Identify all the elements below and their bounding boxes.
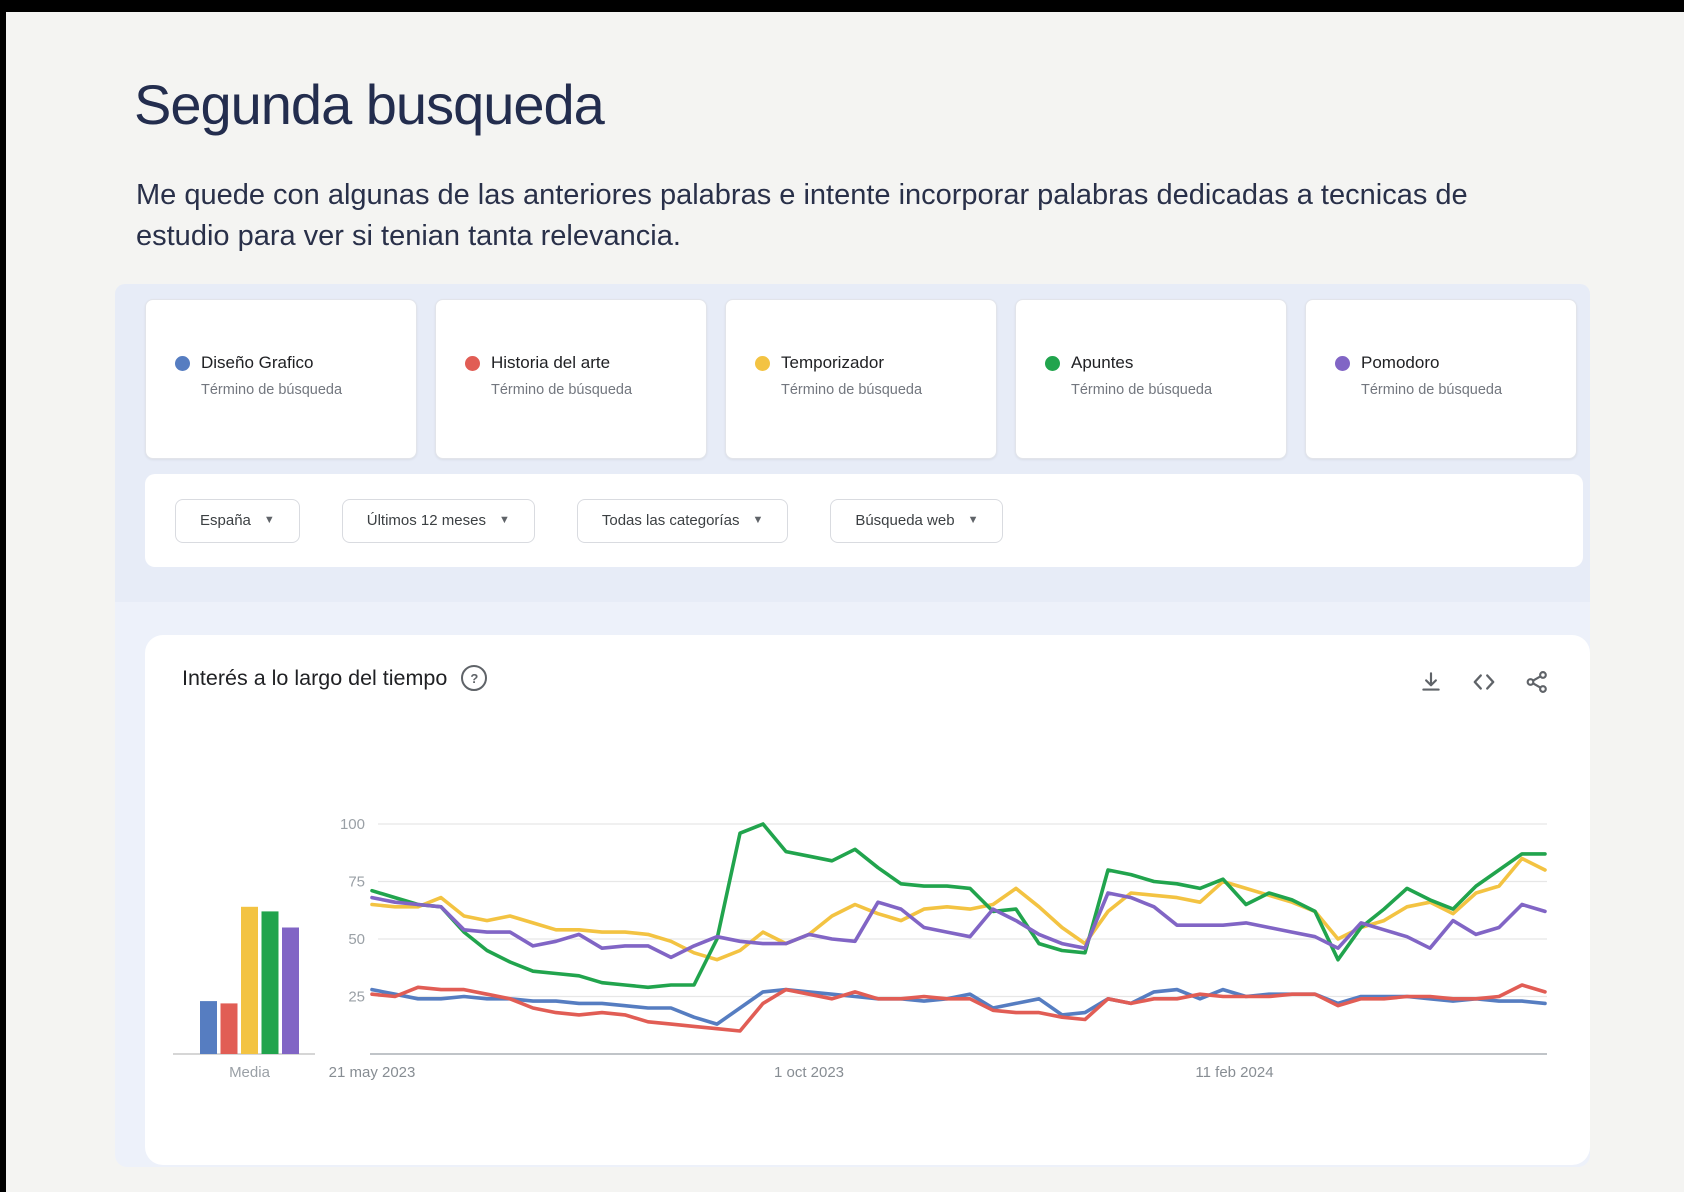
series-line-0 [370, 987, 1547, 1026]
term-label: Diseño Grafico [201, 353, 314, 372]
embed-code-icon[interactable] [1471, 669, 1497, 695]
page-subtitle: Me quede con algunas de las anteriores p… [136, 179, 1468, 253]
share-icon[interactable] [1524, 669, 1550, 695]
term-sublabel: Término de búsqueda [491, 382, 633, 398]
term-sublabel: Término de búsqueda [201, 382, 343, 398]
filter-chip-label: Todas las categorías [601, 512, 740, 529]
interest-over-time-chart: 25 50 75 100 Media 21 may 2023 1 oct 2023 11 fe… [173, 816, 1547, 1081]
term-line: Pomodoro [1335, 353, 1439, 373]
search-term-cards: Diseño Grafico Término de búsqueda Histori… [145, 299, 1577, 459]
term-label: Temporizador [781, 353, 884, 372]
filter-chip-label: España [200, 512, 251, 529]
filter-chip-2[interactable]: Todas las categorías ▼ [576, 498, 789, 543]
filter-chip-3[interactable]: Búsqueda web ▼ [830, 498, 1004, 543]
term-card-3[interactable]: Apuntes Término de búsqueda [1015, 299, 1287, 459]
chart-title: Interés a lo largo del tiempo [182, 665, 448, 690]
filter-chip-1[interactable]: Últimos 12 meses ▼ [341, 498, 535, 543]
y-tick-label: 100 [340, 816, 365, 833]
chevron-down-icon: ▼ [263, 514, 275, 526]
x-tick-label: 1 oct 2023 [774, 1064, 844, 1081]
term-line: Diseño Grafico [175, 353, 313, 373]
media-bar-4 [282, 927, 299, 1054]
chevron-down-icon: ▼ [752, 514, 764, 526]
series-line-1 [370, 983, 1547, 1033]
series-color-dot-icon [755, 355, 770, 371]
filter-chip-label: Últimos 12 meses [366, 512, 486, 529]
series-line-4 [370, 891, 1547, 960]
chart-toolbar [1418, 669, 1550, 695]
page-title: Segunda busqueda [134, 73, 605, 136]
filter-chip-label: Búsqueda web [855, 512, 955, 529]
y-tick-label: 50 [348, 931, 365, 948]
term-sublabel: Término de búsqueda [1071, 382, 1213, 398]
filter-chip-0[interactable]: España ▼ [175, 498, 300, 543]
term-card-2[interactable]: Temporizador Término de búsqueda [725, 299, 997, 459]
term-card-1[interactable]: Historia del arte Término de búsqueda [435, 299, 707, 459]
chart-header: Interés a lo largo del tiempo ? [182, 665, 488, 691]
series-color-dot-icon [465, 355, 480, 371]
term-line: Temporizador [755, 353, 884, 373]
term-sublabel: Término de búsqueda [1361, 382, 1503, 398]
series-color-dot-icon [175, 355, 190, 371]
media-bar-1 [220, 1003, 238, 1054]
y-tick-label: 25 [348, 989, 365, 1006]
download-icon[interactable] [1418, 669, 1444, 695]
term-line: Historia del arte [465, 353, 610, 373]
series-line-3 [370, 822, 1547, 990]
media-bar-0 [200, 1001, 217, 1054]
term-card-4[interactable]: Pomodoro Término de búsqueda [1305, 299, 1577, 459]
series-color-dot-icon [1045, 355, 1060, 371]
term-card-0[interactable]: Diseño Grafico Término de búsqueda [145, 299, 417, 459]
x-tick-label: 11 feb 2024 [1195, 1064, 1273, 1081]
media-label: Media [229, 1064, 271, 1081]
y-tick-label: 75 [348, 874, 365, 891]
term-label: Apuntes [1071, 353, 1134, 372]
series-color-dot-icon [1335, 355, 1350, 371]
term-line: Apuntes [1045, 353, 1133, 373]
term-label: Historia del arte [491, 353, 611, 372]
term-sublabel: Término de búsqueda [781, 382, 923, 398]
filters-bar: España ▼ Últimos 12 meses ▼ Todas las catego… [145, 474, 1583, 567]
media-bar-2 [241, 906, 258, 1054]
x-tick-label: 21 may 2023 [329, 1064, 416, 1081]
help-icon[interactable]: ? [461, 665, 488, 691]
term-label: Pomodoro [1361, 353, 1440, 372]
media-bar-3 [261, 911, 279, 1054]
chevron-down-icon: ▼ [498, 514, 510, 526]
chevron-down-icon: ▼ [967, 514, 979, 526]
interest-over-time-card: Interés a lo largo del tiempo ? [145, 635, 1590, 1165]
